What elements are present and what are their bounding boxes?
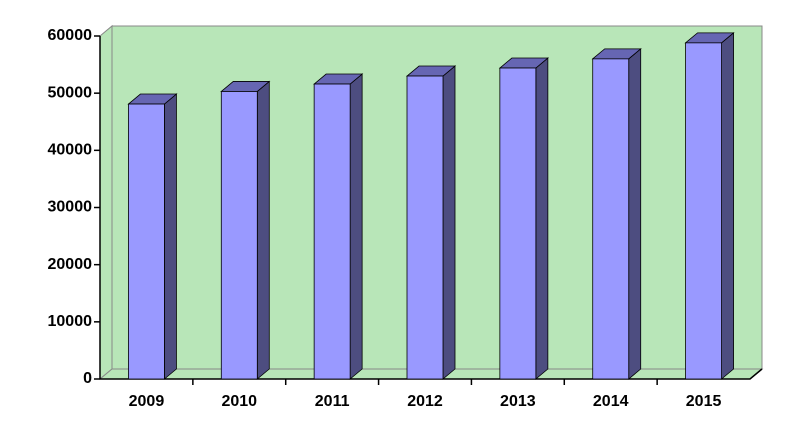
x-tick-label: 2009 bbox=[129, 393, 165, 410]
bar-side bbox=[164, 93, 177, 380]
bar bbox=[128, 103, 165, 380]
x-tick-label: 2013 bbox=[500, 393, 536, 410]
y-tick-label: 20000 bbox=[48, 256, 93, 273]
y-tick-label: 60000 bbox=[48, 27, 93, 44]
y-tick-label: 50000 bbox=[48, 84, 93, 101]
bar-side bbox=[442, 65, 456, 380]
y-tick-label: 30000 bbox=[48, 199, 93, 216]
x-tick-label: 2014 bbox=[593, 393, 629, 410]
y-tick-label: 0 bbox=[83, 370, 92, 387]
x-tick-label: 2011 bbox=[315, 393, 350, 410]
x-tick-label: 2010 bbox=[221, 393, 257, 410]
side-wall bbox=[99, 24, 113, 381]
bar-side bbox=[628, 48, 642, 380]
x-tick-label: 2012 bbox=[407, 393, 443, 410]
bar bbox=[220, 91, 258, 380]
bar bbox=[313, 83, 351, 380]
bar-side bbox=[535, 57, 549, 380]
bar-side bbox=[256, 80, 270, 380]
bar-side bbox=[721, 32, 734, 380]
y-tick-label: 40000 bbox=[48, 142, 93, 159]
bar bbox=[406, 75, 444, 380]
x-tick-label: 2015 bbox=[686, 393, 722, 410]
bar-side bbox=[349, 73, 363, 380]
bar bbox=[499, 67, 537, 380]
bar bbox=[685, 42, 722, 380]
y-tick-label: 10000 bbox=[48, 313, 93, 330]
bar bbox=[592, 58, 630, 380]
